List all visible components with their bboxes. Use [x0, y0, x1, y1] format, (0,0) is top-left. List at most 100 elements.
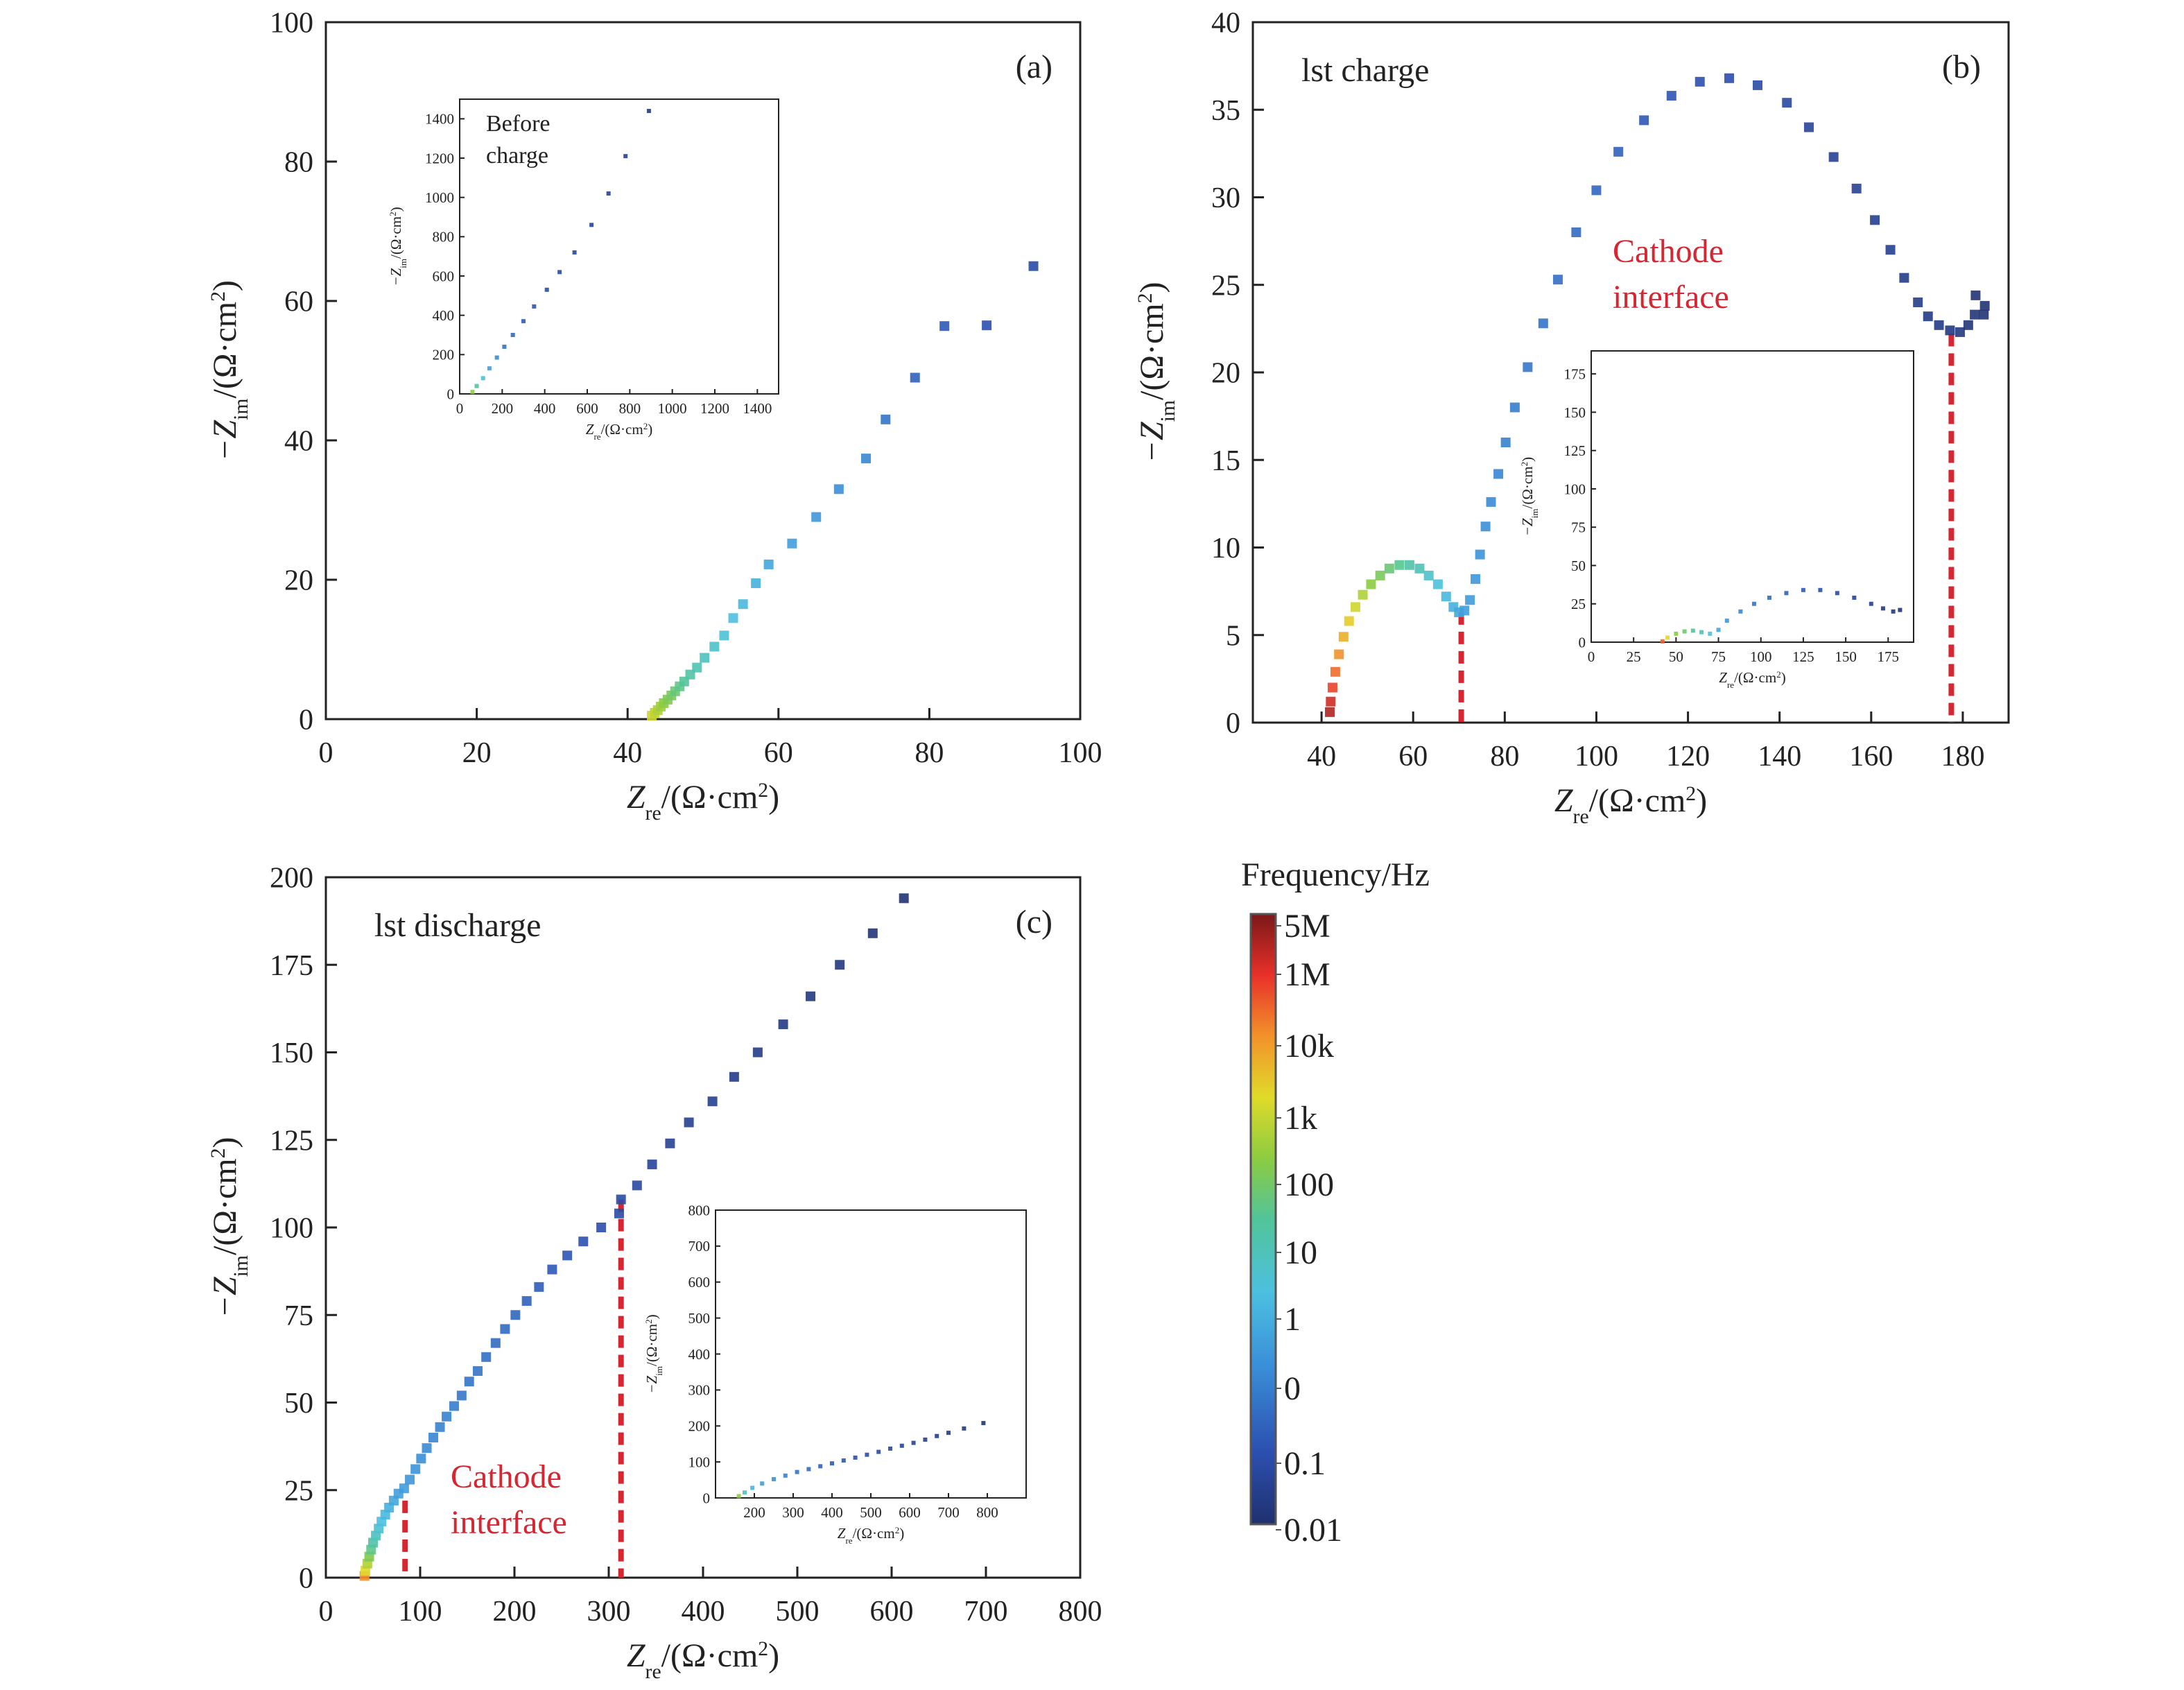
y-axis-label: −Zim/(Ω·cm2) — [207, 280, 252, 461]
inset-x-tick-label: 25 — [1627, 648, 1641, 665]
data-point — [1979, 301, 1990, 311]
data-point — [707, 1096, 718, 1107]
inset-data-point — [1784, 591, 1789, 596]
main-x-tick-label: 180 — [1941, 741, 1984, 773]
inset-data-point — [532, 304, 537, 309]
inset-y-tick-label: 100 — [688, 1454, 711, 1470]
inset-data-point — [1801, 587, 1805, 592]
inset-y-tick-label: 1000 — [425, 189, 454, 206]
inset-x-axis-label-sub: re — [593, 431, 600, 442]
data-point — [1327, 682, 1337, 693]
inset-data-point — [1818, 587, 1823, 592]
x-axis-label-close: ) — [768, 779, 779, 816]
data-point — [547, 1264, 557, 1275]
inset-x-axis-label-sup: 2 — [643, 421, 648, 431]
panel-c: 0 100 200 300 400 500 600 700 800 0 25 50 75 100 125 15… — [207, 863, 1102, 1683]
data-point — [1493, 469, 1504, 479]
inset-data-point — [502, 345, 507, 349]
data-point — [521, 1296, 532, 1307]
inset-x-tick-label: 600 — [899, 1504, 921, 1521]
inset-y-tick-label: 1200 — [425, 150, 454, 166]
main-y-tick-label: 20 — [284, 565, 313, 597]
data-point — [1338, 632, 1349, 642]
data-point — [399, 1483, 409, 1494]
colorbar-label: 10k — [1284, 1028, 1334, 1064]
data-point — [1666, 91, 1676, 101]
data-point — [435, 1422, 445, 1432]
cathode-interface-label: Cathode — [1613, 233, 1724, 270]
data-point — [1344, 616, 1354, 626]
inset-data-point — [935, 1433, 939, 1438]
main-x-tick-label: 100 — [1575, 741, 1618, 773]
inset-y-axis-label-close: ) — [388, 207, 404, 212]
inset-data-point — [623, 154, 628, 159]
inset-frame — [459, 98, 779, 395]
data-point — [1475, 549, 1485, 560]
data-point — [867, 928, 878, 938]
inset-y-tick-label: 100 — [1564, 481, 1586, 497]
data-point — [939, 321, 950, 331]
data-point — [1923, 311, 1933, 322]
main-y-tick-label: 30 — [1211, 182, 1240, 214]
main-x-tick-label: 40 — [613, 737, 642, 769]
data-point — [1851, 183, 1862, 193]
main-y-tick-label: 75 — [284, 1300, 313, 1332]
x-axis-label-unit: /(Ω·cm — [661, 1637, 759, 1674]
inset-data-point — [830, 1461, 834, 1466]
x-axis-label-symbol: Z — [1554, 782, 1574, 819]
data-point — [1639, 115, 1649, 126]
inset-y-tick-label: 200 — [688, 1418, 711, 1435]
colorbar-label: 0 — [1284, 1370, 1301, 1407]
inset-data-point — [1682, 629, 1687, 634]
y-axis-label: −Zim/(Ω·cm2) — [207, 1137, 252, 1318]
x-axis-label-unit: /(Ω·cm — [661, 779, 759, 816]
data-point — [1613, 146, 1624, 157]
main-x-tick-label: 600 — [870, 1596, 914, 1628]
main-x-tick-label: 100 — [399, 1596, 442, 1628]
x-axis-label-sub: re — [645, 1660, 661, 1683]
inset-x-tick-label: 800 — [976, 1504, 998, 1521]
inset-x-tick-label: 75 — [1711, 648, 1726, 665]
inset-data-point — [783, 1473, 788, 1478]
data-point — [500, 1324, 510, 1334]
inset-background — [1591, 351, 1914, 642]
inset-y-axis-label-sub: im — [398, 259, 408, 268]
inset-y-axis-label-sup: 2 — [388, 212, 398, 216]
data-point — [1538, 318, 1548, 329]
data-point — [1552, 275, 1563, 285]
inset-y-tick-label: 0 — [1579, 634, 1586, 650]
data-point — [763, 559, 774, 569]
inset-data-point — [1665, 635, 1670, 640]
colorbar-label: 1k — [1284, 1100, 1317, 1137]
inset-data-point — [911, 1440, 916, 1445]
inset-data-point — [760, 1481, 765, 1486]
data-point — [1028, 261, 1039, 271]
data-point — [534, 1282, 544, 1292]
inset-x-tick-label: 600 — [576, 400, 598, 417]
y-axis-label-sub: im — [1156, 400, 1179, 422]
data-point — [1870, 215, 1880, 225]
main-x-tick-label: 40 — [1307, 741, 1336, 773]
data-point — [1350, 602, 1360, 612]
data-point — [578, 1236, 589, 1247]
inset-data-point — [1852, 595, 1857, 600]
inset-data-point — [1660, 639, 1665, 644]
data-point — [665, 1138, 675, 1148]
data-point — [1803, 122, 1814, 132]
data-point — [729, 1071, 739, 1082]
main-x-tick-label: 100 — [1059, 737, 1102, 769]
inset-title: Before — [486, 111, 551, 137]
data-point — [1330, 666, 1340, 677]
main-y-tick-label: 15 — [1211, 445, 1240, 477]
inset-y-tick-label: 400 — [688, 1346, 711, 1363]
inset-y-axis-label-unit: /(Ω·cm — [1519, 466, 1536, 508]
inset-data-point — [853, 1455, 858, 1460]
data-point — [1471, 574, 1481, 584]
data-point — [1963, 320, 1973, 330]
data-point — [1752, 80, 1762, 90]
inset-frame — [1591, 350, 1914, 643]
inset-x-axis-label-sub: re — [1727, 680, 1734, 690]
x-axis-label-close: ) — [768, 1637, 779, 1674]
inset-x-tick-label: 125 — [1792, 648, 1814, 665]
